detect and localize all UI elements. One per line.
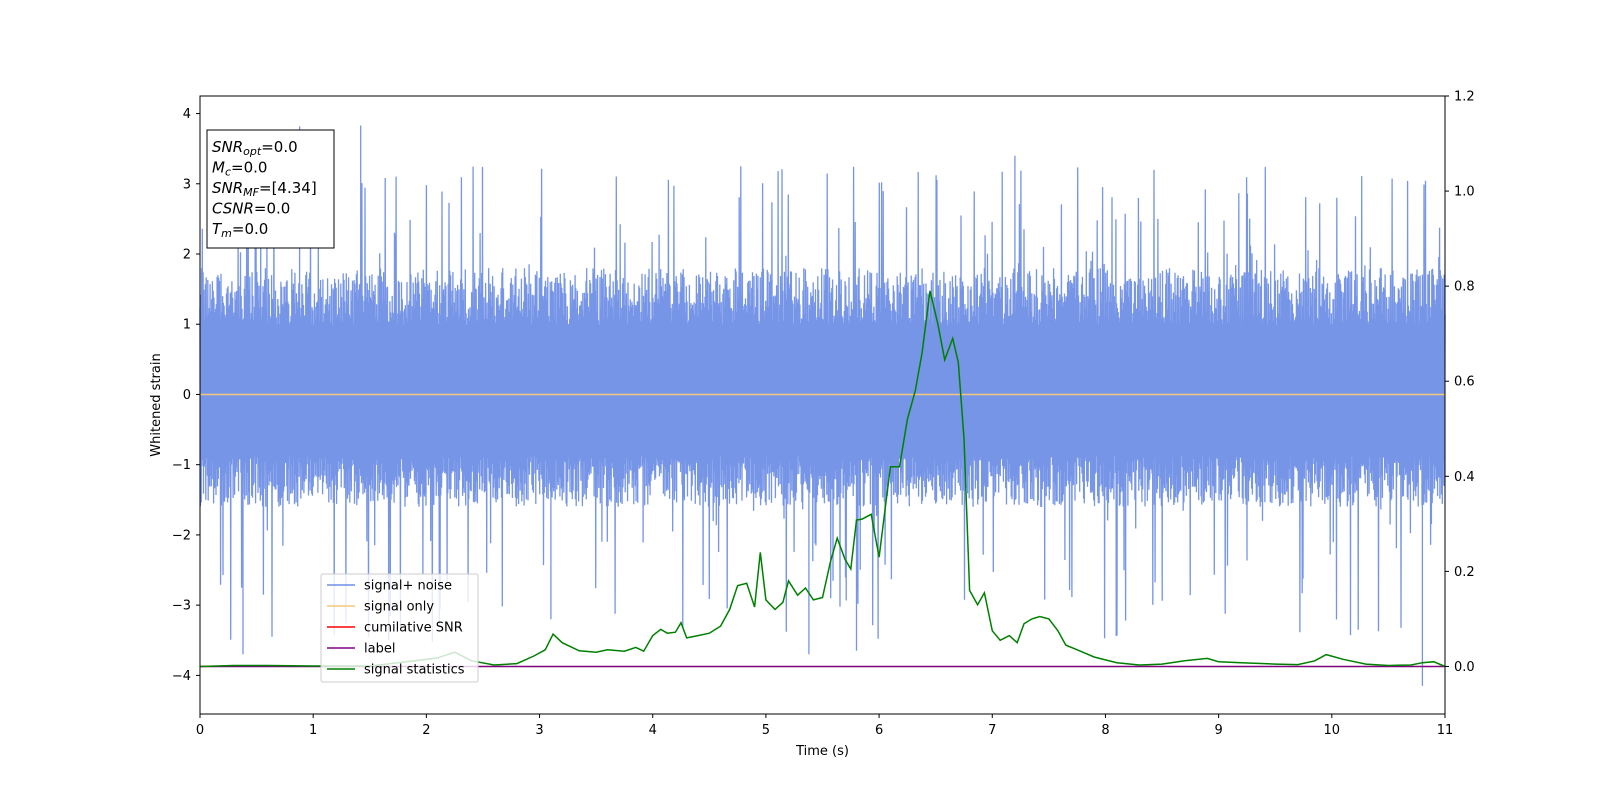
- series-signal-statistics: [199, 290, 1446, 668]
- legend-label: signal+ noise: [364, 579, 452, 594]
- legend: signal+ noise signal only cumilative SNR la…: [320, 573, 479, 683]
- y-tick-label: 3: [183, 177, 191, 192]
- annotation-line: Mc=0.0: [212, 159, 267, 179]
- y-tick-label: −4: [172, 669, 191, 684]
- x-axis-label: Time (s): [795, 744, 849, 759]
- annotation-line: SNRMF=[4.34]: [212, 179, 317, 199]
- plot-frame: [199, 95, 1446, 715]
- x-tick-label: 11: [1437, 723, 1454, 738]
- x-axis: 0 1 2 3 4 5 6 7 8 9 10 11: [196, 714, 1453, 738]
- y-axis-label: Whitened strain: [149, 353, 164, 456]
- x-tick-label: 9: [1214, 723, 1222, 738]
- y-tick-label: 2: [183, 248, 191, 263]
- x-tick-label: 6: [875, 723, 883, 738]
- y2-tick-label: 0.2: [1454, 565, 1475, 580]
- legend-label: cumilative SNR: [364, 621, 463, 636]
- annotation-frame: [206, 129, 335, 249]
- legend-label: label: [364, 642, 395, 657]
- x-tick-label: 3: [535, 723, 543, 738]
- x-tick-label: 0: [196, 723, 204, 738]
- y-tick-label: −3: [172, 599, 191, 614]
- annotation-line: Tm=0.0: [212, 220, 268, 240]
- y-tick-label: 4: [183, 107, 191, 122]
- y-tick-label: −1: [172, 458, 191, 473]
- x-tick-label: 7: [988, 723, 996, 738]
- y2-tick-label: 1.0: [1454, 185, 1475, 200]
- y-tick-label: 1: [183, 318, 191, 333]
- x-tick-label: 8: [1101, 723, 1109, 738]
- y2-tick-label: 1.2: [1454, 90, 1475, 105]
- x-tick-label: 2: [422, 723, 430, 738]
- legend-label: signal statistics: [364, 663, 465, 678]
- y-axis-right: 0.0 0.2 0.4 0.6 0.8 1.0 1.2: [1445, 90, 1475, 675]
- legend-frame: [320, 573, 479, 683]
- y2-tick-label: 0.0: [1454, 660, 1475, 675]
- y2-tick-label: 0.6: [1454, 375, 1475, 390]
- x-tick-label: 1: [309, 723, 317, 738]
- annotation-line: CSNR=0.0: [212, 200, 290, 218]
- y2-tick-label: 0.8: [1454, 280, 1475, 295]
- legend-label: signal only: [364, 600, 434, 615]
- y-tick-label: −2: [172, 528, 191, 543]
- x-tick-label: 5: [762, 723, 770, 738]
- y2-tick-label: 0.4: [1454, 470, 1475, 485]
- annotation-line: SNRopt=0.0: [212, 138, 298, 158]
- x-tick-label: 4: [649, 723, 657, 738]
- y-tick-label: 0: [183, 388, 191, 403]
- x-tick-label: 10: [1324, 723, 1341, 738]
- y-axis-left: −4 −3 −2 −1 0 1 2 3 4: [172, 107, 200, 684]
